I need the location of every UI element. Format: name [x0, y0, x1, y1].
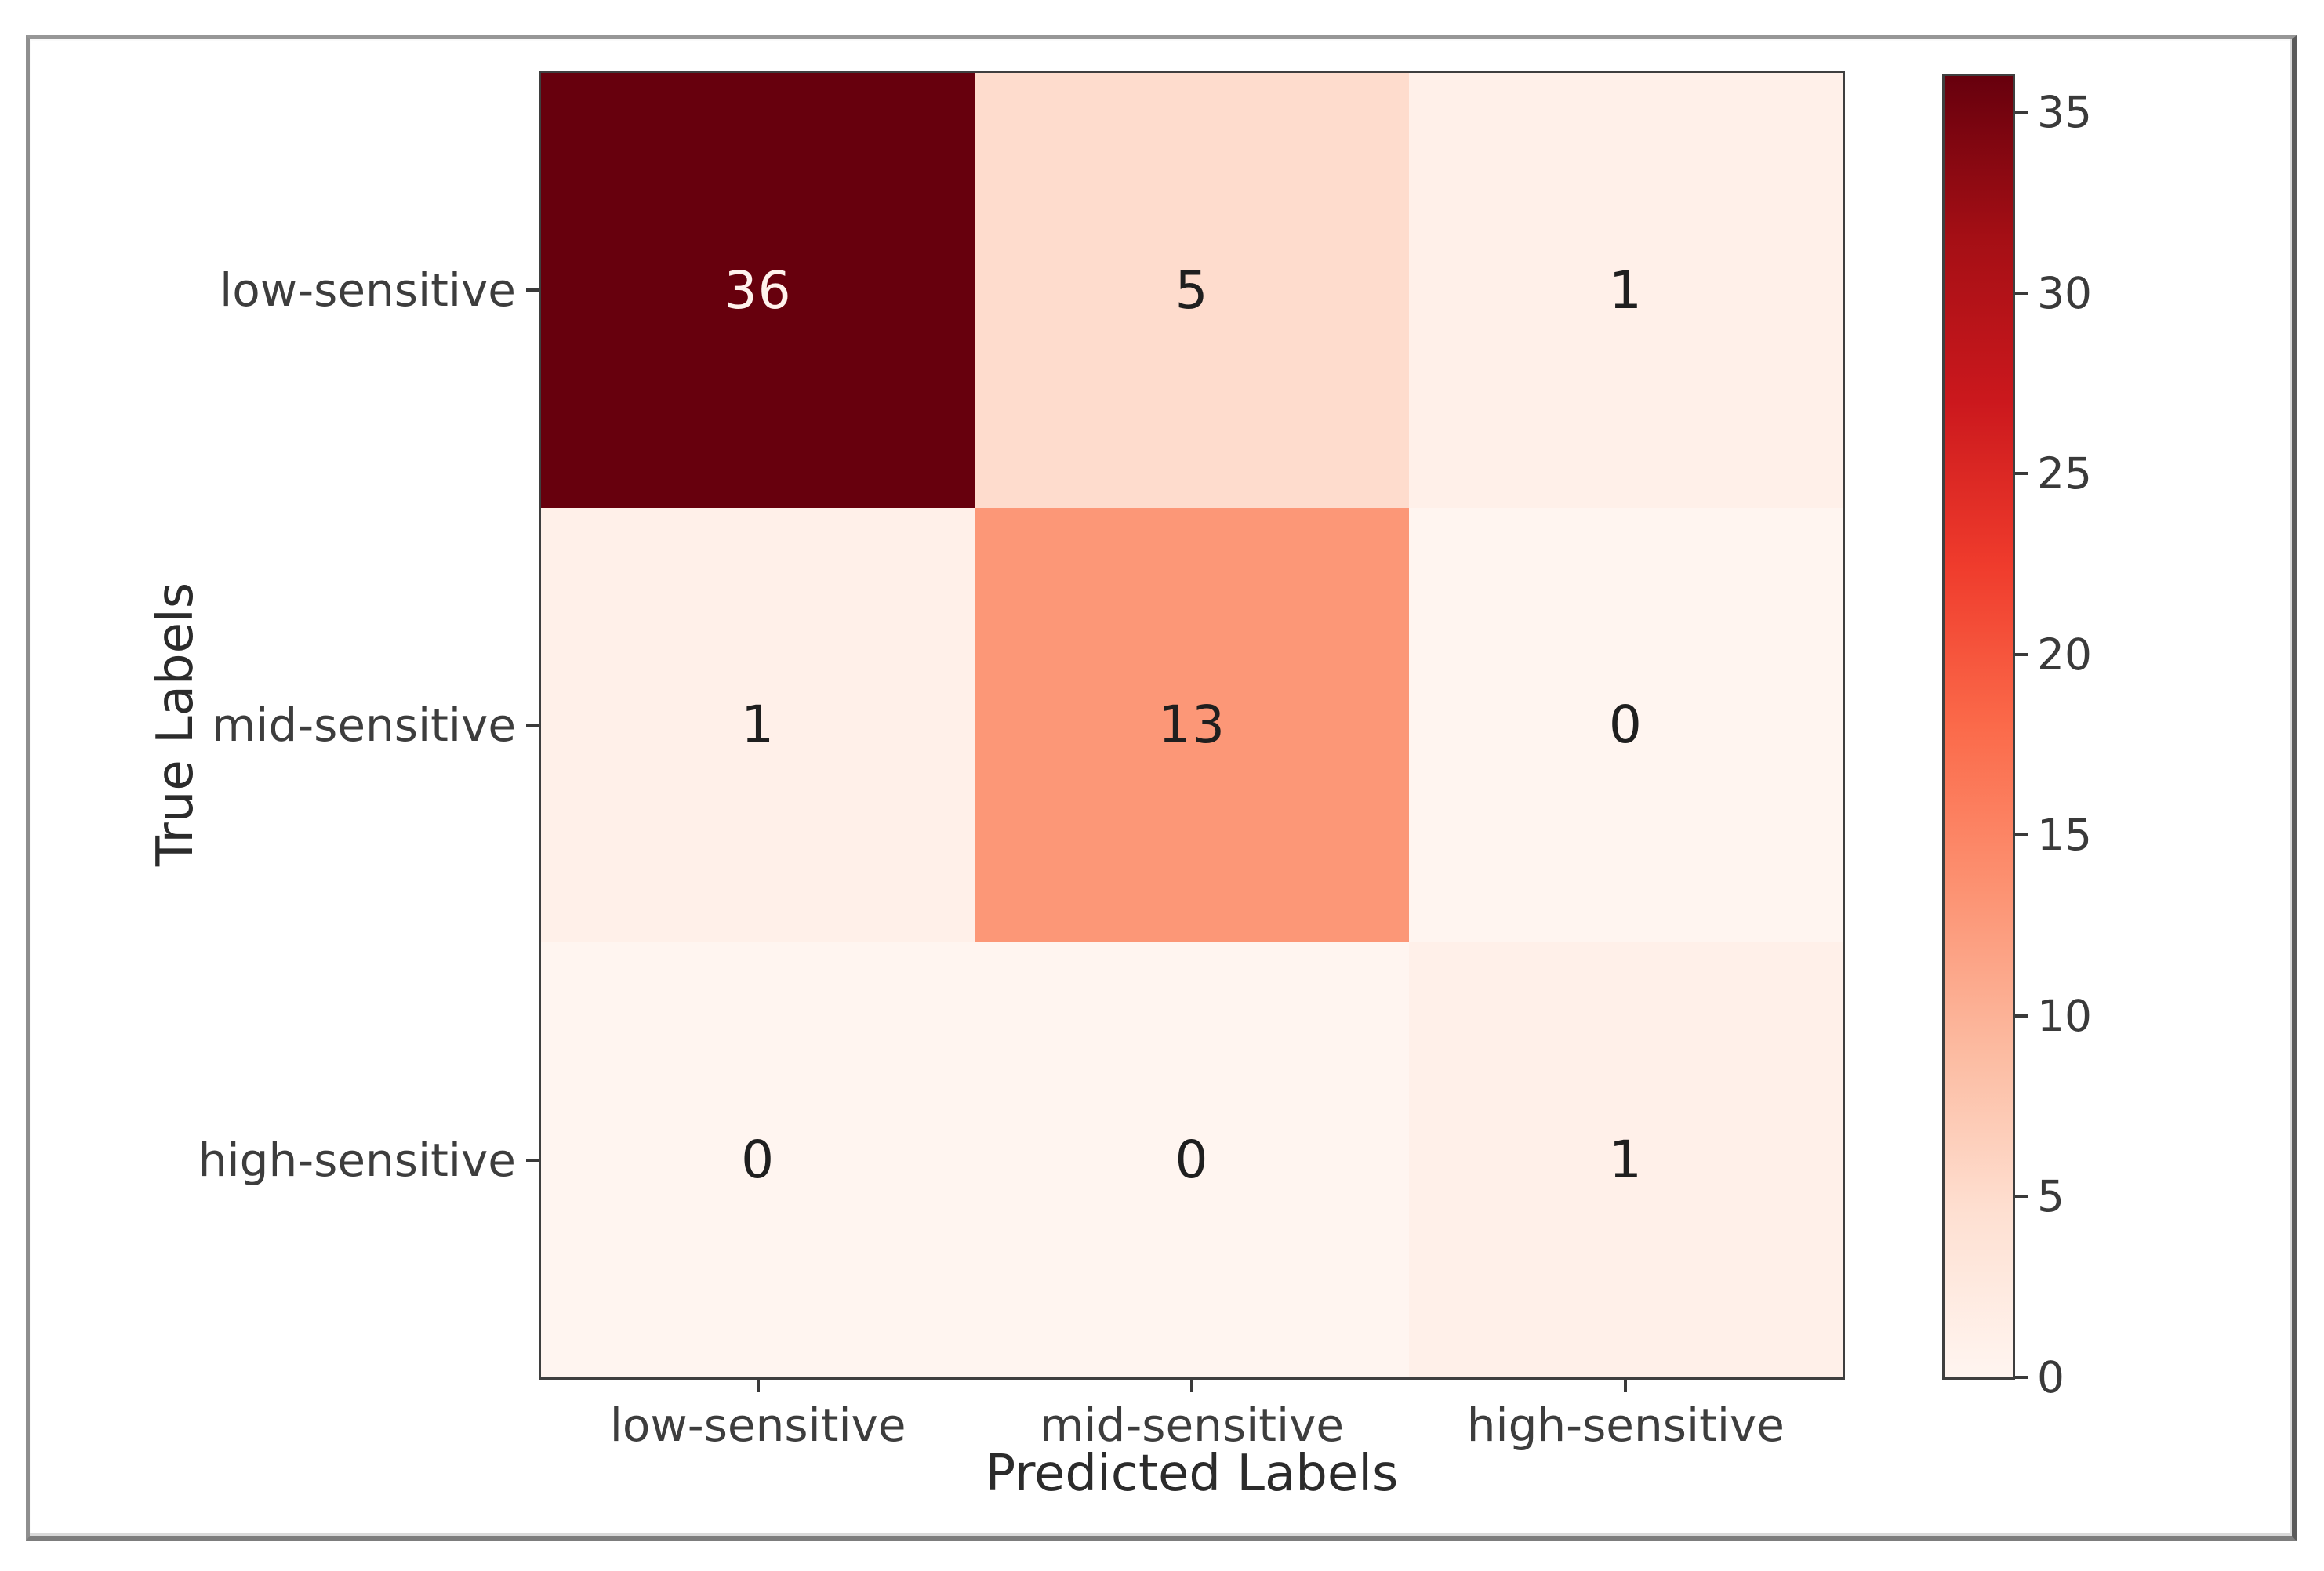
colorbar-tick-mark: [2015, 833, 2028, 837]
y-tick-label-high-sensitive: high-sensitive: [198, 1133, 516, 1187]
colorbar-tick-mark: [2015, 111, 2028, 114]
cell-value: 0: [1608, 695, 1643, 756]
matrix-cell-high-sensitive-mid-sensitive: 0: [975, 942, 1409, 1377]
cell-value: 1: [741, 695, 775, 756]
cell-value: 5: [1175, 259, 1209, 321]
y-tick-mark: [526, 724, 539, 727]
colorbar-tick-mark: [2015, 472, 2028, 476]
colorbar-tick-mark: [2015, 1376, 2028, 1379]
colorbar-tick-mark: [2015, 1014, 2028, 1018]
colorbar-tick-label-25: 25: [2037, 448, 2092, 499]
y-tick-label-mid-sensitive: mid-sensitive: [211, 698, 516, 752]
y-tick-mark: [526, 288, 539, 292]
y-axis-title: True Labels: [147, 582, 205, 867]
colorbar-tick-label-0: 0: [2037, 1352, 2064, 1402]
colorbar-gradient: [1945, 76, 2013, 1377]
cell-value: 36: [724, 259, 792, 321]
x-tick-label-mid-sensitive: mid-sensitive: [1039, 1399, 1345, 1452]
colorbar-tick-label-20: 20: [2037, 629, 2092, 680]
matrix-cell-mid-sensitive-mid-sensitive: 13: [975, 507, 1409, 943]
matrix-cell-low-sensitive-low-sensitive: 36: [541, 73, 975, 508]
colorbar: [1942, 74, 2015, 1380]
colorbar-tick-label-30: 30: [2037, 267, 2092, 318]
confusion-matrix-grid: 36 5 1 1 13 0 0 0 1: [539, 71, 1845, 1380]
matrix-cell-low-sensitive-mid-sensitive: 5: [975, 73, 1409, 508]
x-axis-title: Predicted Labels: [985, 1445, 1399, 1503]
y-tick-mark: [526, 1158, 539, 1162]
colorbar-tick-label-5: 5: [2037, 1171, 2064, 1222]
matrix-cell-mid-sensitive-low-sensitive: 1: [541, 507, 975, 943]
matrix-cell-low-sensitive-high-sensitive: 1: [1408, 73, 1843, 508]
colorbar-tick-mark: [2015, 1195, 2028, 1199]
x-tick-mark: [1624, 1380, 1628, 1392]
cell-value: 0: [741, 1130, 775, 1191]
cell-value: 1: [1608, 259, 1643, 321]
colorbar-tick-mark: [2015, 291, 2028, 295]
colorbar-tick-label-15: 15: [2037, 810, 2092, 861]
matrix-cell-high-sensitive-high-sensitive: 1: [1408, 942, 1843, 1377]
colorbar-tick-label-35: 35: [2037, 87, 2092, 138]
colorbar-tick-mark: [2015, 652, 2028, 656]
x-tick-mark: [756, 1380, 760, 1392]
colorbar-tick-label-10: 10: [2037, 990, 2092, 1041]
cell-value: 0: [1175, 1130, 1209, 1191]
x-tick-mark: [1190, 1380, 1193, 1392]
cell-value: 13: [1158, 695, 1226, 756]
y-tick-label-low-sensitive: low-sensitive: [220, 263, 516, 317]
x-tick-label-low-sensitive: low-sensitive: [609, 1399, 906, 1452]
matrix-cell-mid-sensitive-high-sensitive: 0: [1408, 507, 1843, 943]
x-tick-label-high-sensitive: high-sensitive: [1466, 1399, 1785, 1452]
cell-value: 1: [1608, 1130, 1643, 1191]
matrix-cell-high-sensitive-low-sensitive: 0: [541, 942, 975, 1377]
